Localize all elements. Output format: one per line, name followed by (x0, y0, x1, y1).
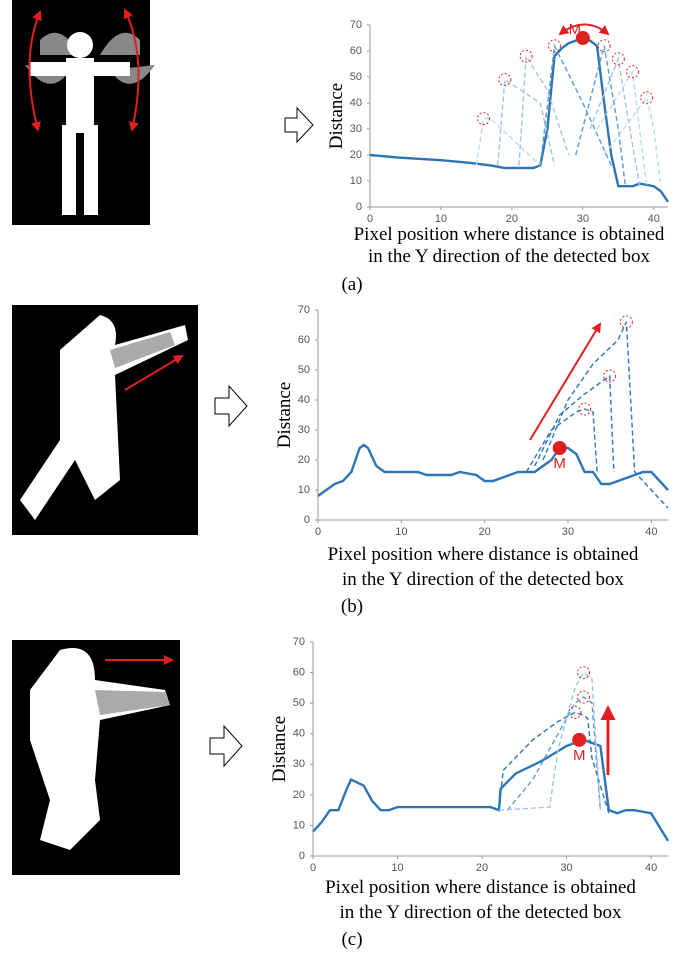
peak-circle (576, 690, 590, 704)
annotation: M (573, 747, 586, 764)
y-tick-label: 10 (350, 175, 362, 187)
x-axis-label: Pixel position where distance is obtaine… (354, 224, 665, 245)
dashed-line (498, 671, 602, 811)
y-tick-label: 60 (298, 334, 310, 346)
y-tick-label: 20 (298, 454, 310, 466)
x-tick-label: 0 (310, 862, 316, 874)
peak-circle (597, 39, 611, 53)
peak-circle (611, 52, 625, 66)
peak-circle (568, 705, 582, 719)
dashed-line (575, 45, 627, 187)
dashed-line (542, 321, 669, 509)
annotation: M (553, 455, 566, 472)
swing-arrow (558, 23, 610, 36)
x-tick-label: 20 (476, 862, 488, 874)
y-tick-label: 0 (304, 514, 310, 526)
y-tick-label: 50 (298, 364, 310, 376)
x-tick-label: 10 (395, 526, 407, 538)
max-point (575, 31, 590, 45)
y-tick-label: 0 (299, 850, 305, 862)
peak-circle (477, 112, 491, 126)
dashed-line (525, 408, 598, 473)
dashed-line (539, 43, 612, 166)
dashed-line (498, 711, 610, 814)
panel-label: (c) (341, 929, 362, 950)
dashed-line (475, 117, 541, 166)
y-tick-label: 60 (293, 666, 305, 678)
y-tick-label: 70 (298, 304, 310, 316)
peak-circle (498, 73, 512, 87)
peak-circle (578, 402, 592, 416)
line (369, 36, 669, 203)
x-axis-label: in the Y direction of the detected box (368, 246, 650, 267)
y-axis-label: Distance (269, 716, 290, 782)
peak-circle (619, 315, 633, 329)
x-tick-label: 40 (645, 862, 657, 874)
panel-label: (a) (341, 274, 362, 295)
y-tick-label: 0 (356, 201, 362, 213)
y-tick-label: 20 (350, 149, 362, 161)
peak-circle (626, 65, 640, 79)
x-tick-label: 0 (315, 526, 321, 538)
arrow-c (209, 724, 243, 768)
dashed-line (589, 56, 641, 187)
x-tick-label: 0 (367, 213, 373, 225)
y-tick-label: 40 (350, 97, 362, 109)
line (317, 443, 669, 497)
y-axis-label: Distance (274, 382, 295, 448)
silhouette-a (12, 0, 155, 225)
y-tick-label: 30 (293, 758, 305, 770)
silhouette-b (12, 305, 198, 535)
y-tick-label: 50 (350, 71, 362, 83)
dashed-line (596, 69, 648, 187)
y-tick-label: 10 (293, 819, 305, 831)
silhouette-c (12, 640, 180, 875)
trend-arrow (529, 322, 602, 441)
dashed-line (497, 78, 556, 166)
arrow-a (284, 106, 314, 144)
y-tick-label: 70 (293, 636, 305, 648)
y-tick-label: 50 (293, 697, 305, 709)
x-tick-label: 20 (506, 213, 518, 225)
peak-circle (603, 369, 617, 383)
y-tick-label: 30 (350, 123, 362, 135)
y-tick-label: 40 (293, 728, 305, 740)
x-tick-label: 30 (562, 526, 574, 538)
x-axis-label: in the Y direction of the detected box (340, 902, 622, 923)
max-point (552, 441, 567, 455)
arrow-b (214, 384, 248, 428)
dashed-line (534, 374, 615, 473)
x-tick-label: 30 (560, 862, 572, 874)
x-axis-label: in the Y direction of the detected box (342, 569, 624, 590)
annotation: M (569, 21, 582, 38)
y-tick-label: 40 (298, 394, 310, 406)
dashed-line (518, 53, 570, 166)
peak-circle (547, 39, 561, 53)
x-tick-label: 10 (435, 213, 447, 225)
x-tick-label: 40 (648, 213, 660, 225)
y-tick-label: 60 (350, 45, 362, 57)
y-tick-label: 10 (298, 484, 310, 496)
peak-circle (519, 49, 533, 63)
dashed-line (603, 96, 662, 187)
panel-label: (b) (341, 596, 363, 617)
dashed-line (506, 696, 602, 811)
x-tick-label: 10 (391, 862, 403, 874)
x-axis-label: Pixel position where distance is obtaine… (328, 544, 639, 565)
x-tick-label: 20 (479, 526, 491, 538)
x-axis-label: Pixel position where distance is obtaine… (325, 877, 636, 898)
peak-circle (640, 91, 654, 105)
y-tick-label: 30 (298, 424, 310, 436)
peak-circle (576, 666, 590, 680)
y-tick-label: 70 (350, 19, 362, 31)
y-tick-label: 20 (293, 789, 305, 801)
line (312, 738, 670, 842)
x-tick-label: 40 (645, 526, 657, 538)
max-point (572, 732, 587, 747)
y-axis-label: Distance (326, 83, 347, 149)
x-tick-label: 30 (577, 213, 589, 225)
